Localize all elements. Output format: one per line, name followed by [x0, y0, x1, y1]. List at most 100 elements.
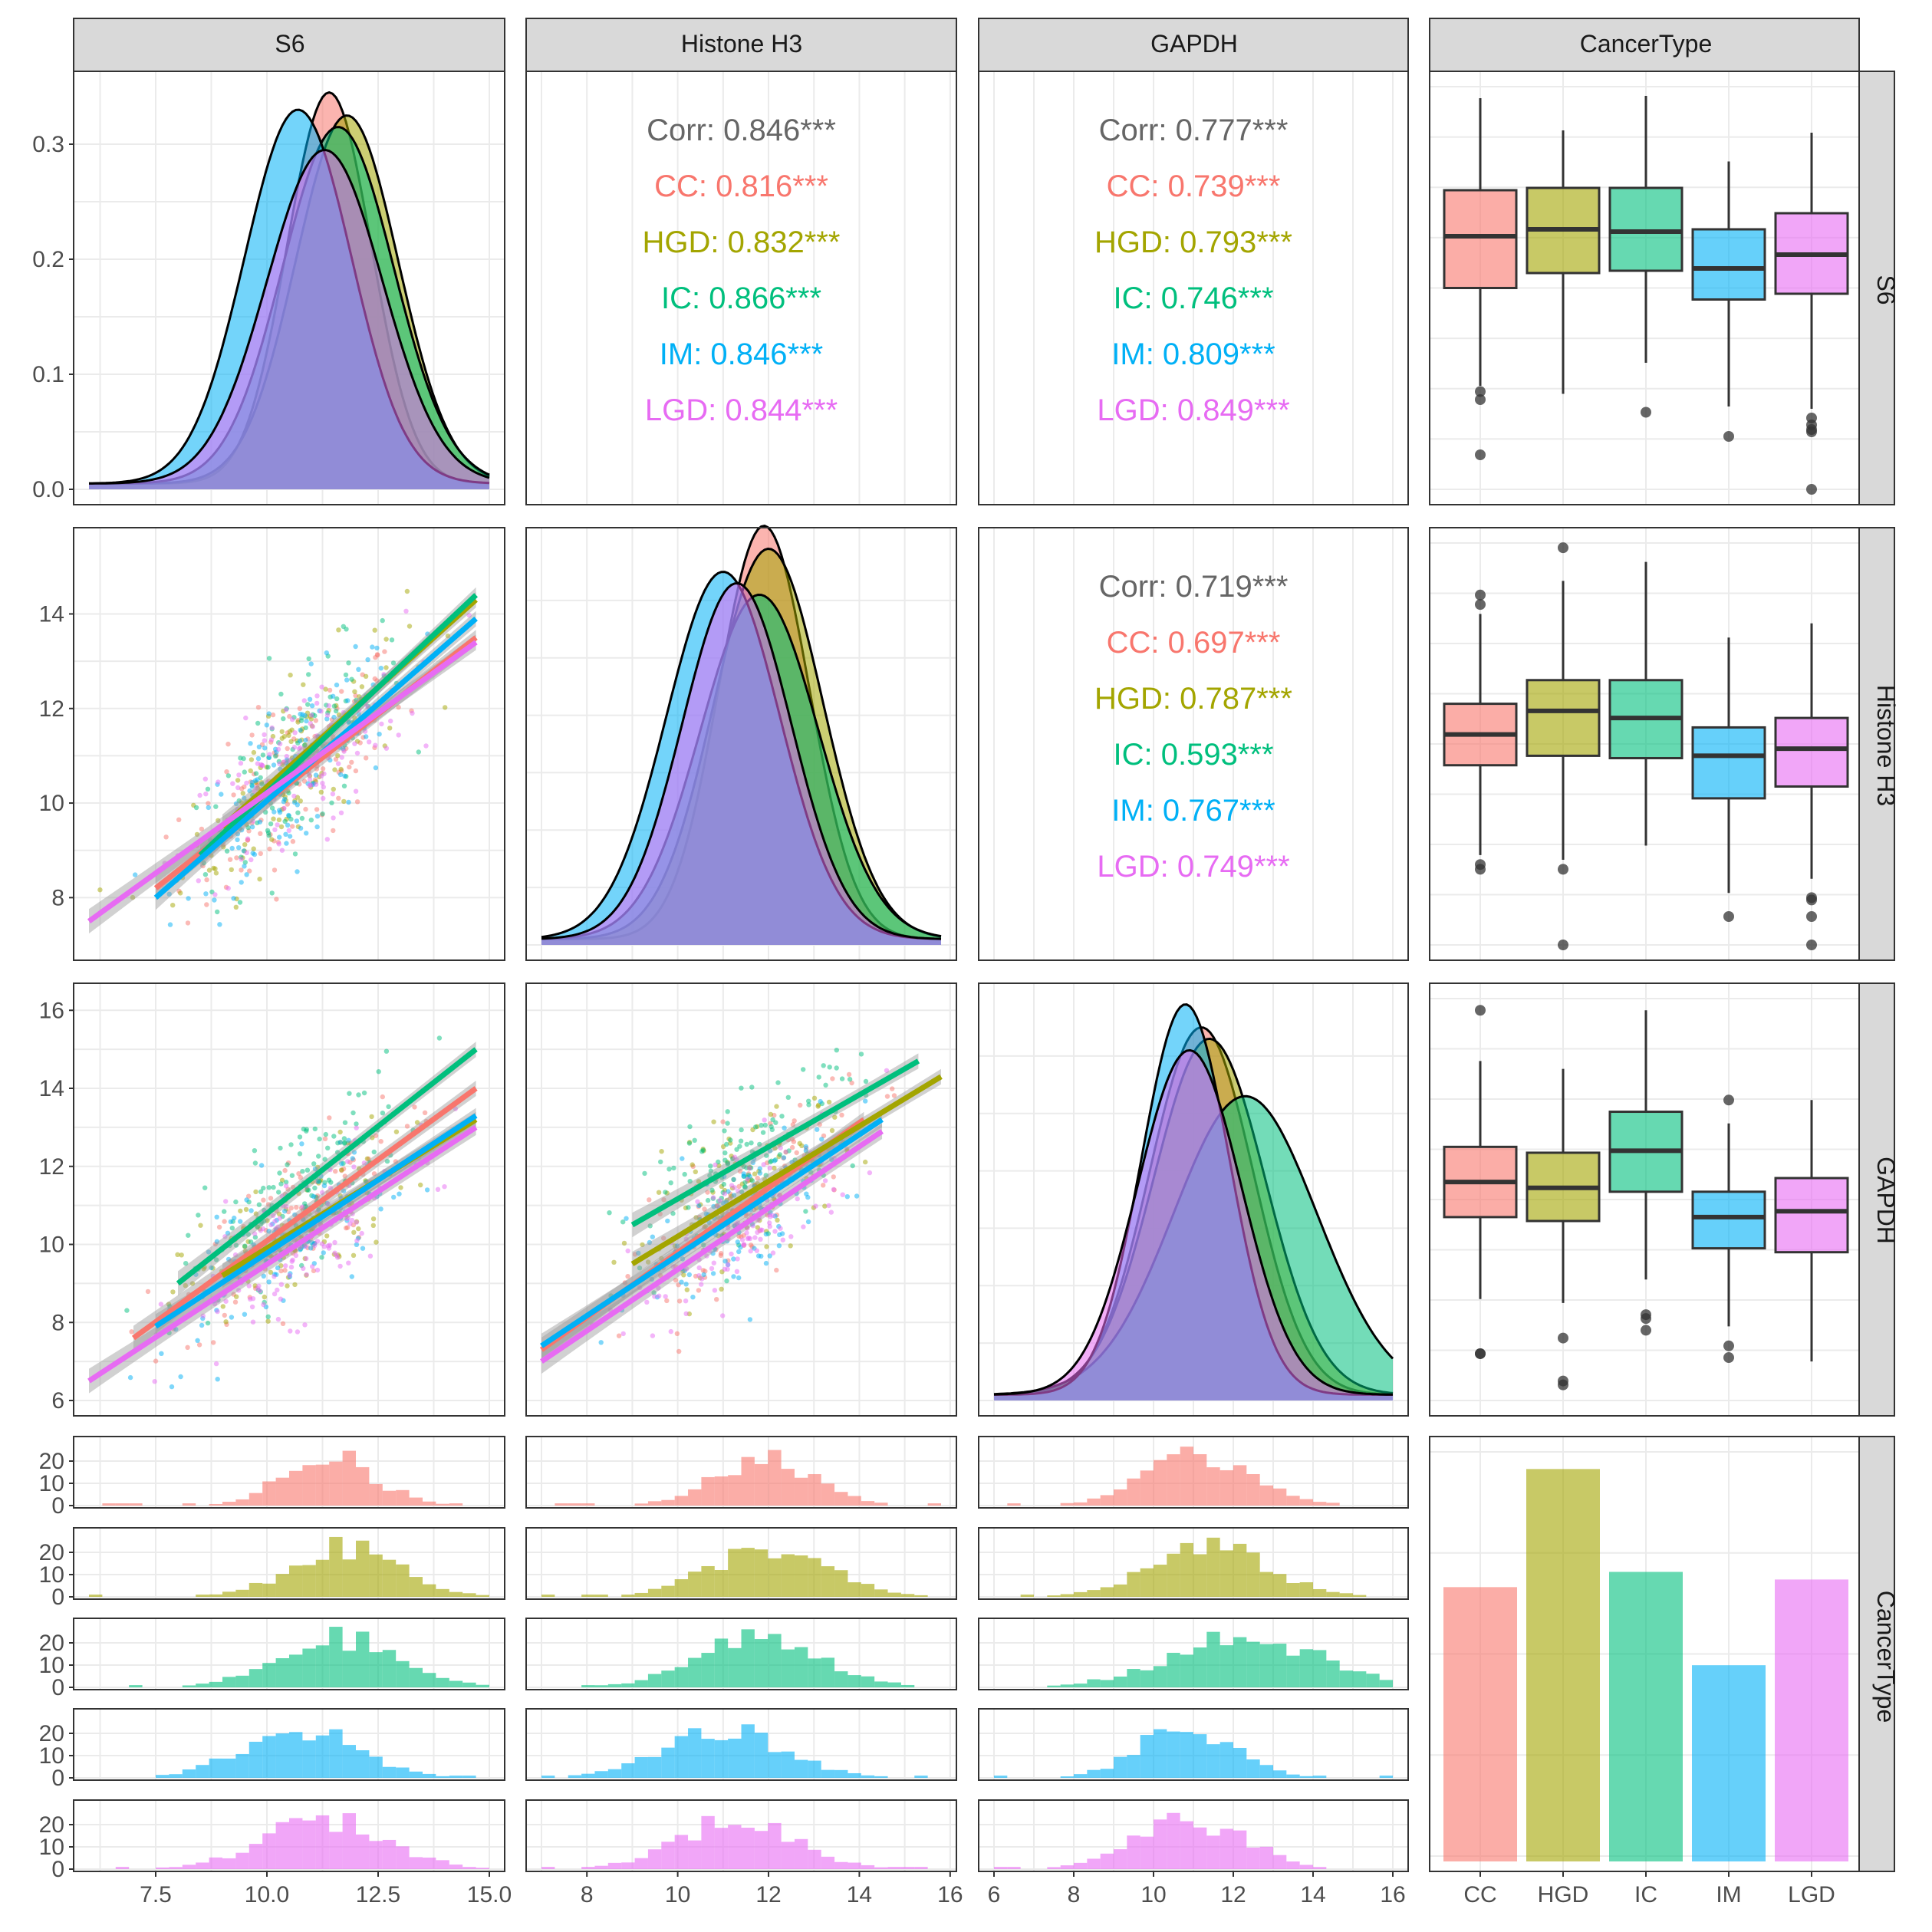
- scatter-point-IC: [671, 1165, 676, 1171]
- scatter-point-LGD: [321, 784, 326, 790]
- scatter-point-CC: [846, 1071, 852, 1078]
- scatter-point-LGD: [268, 1222, 274, 1228]
- scatter-point-HGD: [659, 1256, 664, 1262]
- histogram-bar-IC: [900, 1684, 915, 1687]
- scatter-point-IC: [253, 771, 259, 776]
- scatter-point-CC: [274, 897, 279, 902]
- x-tick-label: 12: [755, 1882, 781, 1907]
- scatter-point-CC: [393, 1159, 399, 1164]
- histogram-bar-IM: [1219, 1742, 1233, 1778]
- scatter-point-LGD: [379, 721, 384, 727]
- boxplot-outlier-HGD: [1558, 864, 1568, 875]
- scatter-point-IC: [384, 1158, 390, 1164]
- scatter-point-LGD: [288, 1328, 293, 1334]
- scatter-point-IC: [255, 720, 261, 726]
- x-tick-label: 10.0: [245, 1882, 289, 1907]
- histogram-bar-IC: [1273, 1644, 1287, 1687]
- scatter-point-HGD: [234, 1294, 239, 1299]
- x-tick-label: 16: [1380, 1882, 1405, 1907]
- histogram-bar-CC: [1074, 1502, 1088, 1506]
- scatter-point-HGD: [288, 673, 293, 678]
- scatter-point-IM: [235, 831, 241, 837]
- scatter-point-IC: [839, 1076, 845, 1081]
- strip-right-bg-3: [1858, 1436, 1895, 1872]
- scatter-point-IC: [749, 1140, 754, 1146]
- scatter-point-CC: [674, 1331, 680, 1337]
- histogram-bar-CC: [369, 1483, 383, 1506]
- histogram-bar-LGD: [1140, 1836, 1154, 1869]
- x-tick-label-cancertype: IC: [1634, 1882, 1657, 1907]
- scatter-point-LGD: [200, 1313, 206, 1318]
- scatter-point-IC: [202, 872, 209, 877]
- y-tick-label: 10: [39, 791, 64, 816]
- scatter-point-HGD: [404, 588, 410, 594]
- histogram-bar-IM: [1087, 1769, 1101, 1778]
- scatter-point-IM: [334, 682, 340, 688]
- histogram-bar-IC: [621, 1683, 635, 1687]
- scatter-point-CC: [849, 1080, 854, 1086]
- scatter-point-IM: [377, 732, 382, 737]
- scatter-point-LGD: [744, 1230, 749, 1236]
- scatter-point-CC: [255, 705, 262, 710]
- histogram-bar-HGD: [634, 1592, 648, 1597]
- histogram-bar-IC: [235, 1675, 249, 1687]
- scatter-point-LGD: [302, 1322, 308, 1328]
- scatter-point-HGD: [352, 715, 357, 721]
- histogram-bar-HGD: [1286, 1583, 1300, 1597]
- histogram-bar-LGD: [409, 1857, 423, 1869]
- scatter-point-IM: [242, 1312, 248, 1317]
- histogram-bar-IM: [728, 1738, 742, 1778]
- scatter-point-IC: [777, 1152, 783, 1157]
- scatter-point-LGD: [736, 1188, 741, 1194]
- boxplot-outlier-LGD: [1806, 940, 1817, 950]
- scatter-point-LGD: [213, 1361, 219, 1367]
- scatter-point-IC: [256, 1202, 262, 1207]
- scatter-point-IM: [166, 891, 172, 897]
- scatter-point-LGD: [279, 848, 285, 853]
- scatter-point-HGD: [621, 1240, 627, 1246]
- y-tick-label: 0: [51, 1766, 64, 1791]
- scatter-point-IC: [686, 1140, 693, 1146]
- scatter-fit-line-IC: [630, 1058, 920, 1228]
- boxplot-outlier-IM: [1723, 911, 1734, 923]
- corr-label-S6_H3-3: IC: 0.866***: [661, 281, 821, 315]
- scatter-point-IM: [248, 1208, 254, 1213]
- scatter-point-LGD: [246, 1283, 252, 1289]
- scatter-point-IM: [242, 864, 247, 869]
- boxplot-outlier-IM: [1723, 1094, 1734, 1106]
- scatter-point-LGD: [733, 1222, 739, 1227]
- scatter-point-IC: [326, 1177, 332, 1183]
- scatter-point-IC: [252, 1160, 258, 1166]
- scatter-point-LGD: [232, 1252, 239, 1258]
- scatter-point-HGD: [863, 1159, 868, 1165]
- scatter-point-IM: [346, 799, 351, 805]
- scatter-point-LGD: [354, 750, 360, 756]
- histogram-bar-HGD: [594, 1595, 608, 1597]
- histogram-GAPDH-CC-border: [978, 1436, 1409, 1509]
- scatter-point-CC: [382, 649, 387, 654]
- histogram-bar-CC: [1154, 1460, 1167, 1506]
- scatter-point-LGD: [216, 779, 221, 785]
- histogram-bar-CC: [1246, 1474, 1260, 1506]
- histogram-bar-CC: [342, 1450, 356, 1506]
- histogram-bar-IC: [661, 1670, 675, 1687]
- bar-HGD: [1526, 1469, 1600, 1861]
- histogram-bar-IC: [848, 1675, 861, 1687]
- histogram-bar-IM: [674, 1736, 689, 1778]
- scatter-point-IM: [346, 1137, 351, 1144]
- histogram-bar-IM: [1313, 1776, 1327, 1778]
- x-tick-label-cancertype: IM: [1716, 1882, 1741, 1907]
- histogram-bar-CC: [209, 1503, 222, 1506]
- scatter-point-IM: [242, 795, 247, 801]
- y-tick-label: 10: [39, 1233, 64, 1258]
- scatter-point-IC: [252, 1148, 258, 1154]
- scatter-point-LGD: [644, 1299, 650, 1305]
- scatter-point-IM: [710, 1271, 716, 1276]
- histogram-bar-LGD: [1313, 1867, 1327, 1869]
- histogram-bar-HGD: [1219, 1550, 1233, 1597]
- scatter-point-IM: [356, 666, 361, 672]
- scatter-point-HGD: [374, 1239, 379, 1245]
- scatter-point-HGD: [221, 844, 226, 850]
- histogram-bar-IM: [688, 1728, 702, 1778]
- histogram-bar-HGD: [848, 1582, 861, 1597]
